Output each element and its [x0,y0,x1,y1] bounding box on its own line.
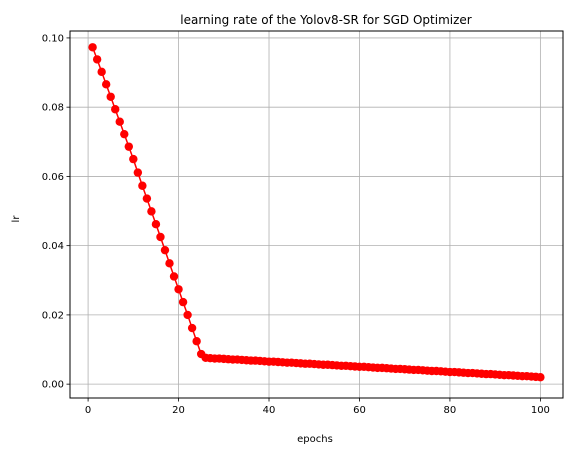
data-point [120,129,129,139]
chart-title: learning rate of the Yolov8-SR for SGD O… [180,13,472,27]
data-point [129,154,138,164]
y-tick-label: 0.06 [42,172,64,183]
x-tick-label: 0 [85,405,91,416]
data-point [138,181,147,190]
y-tick-label: 0.02 [42,310,64,321]
data-point [169,272,179,281]
ticks: 0 20 40 60 80 100 0.00 0.02 0.04 0.06 0.08 0.10 [42,33,550,416]
x-tick-label: 80 [444,405,457,416]
data-point [151,219,161,229]
data-point [183,310,192,320]
series-layer [88,43,545,382]
data-point [160,245,170,255]
data-point [101,80,111,89]
data-point [124,142,133,151]
y-axis-label: lr [11,215,22,223]
data-point [174,285,183,294]
data-point [178,297,188,307]
grid [70,31,563,398]
x-tick-label: 40 [263,405,276,416]
x-axis-label: epochs [297,434,333,445]
x-tick-label: 100 [531,405,550,416]
y-tick-label: 0.04 [42,241,64,252]
x-tick-label: 60 [353,405,366,416]
y-tick-label: 0.10 [42,33,64,44]
data-point [165,259,174,268]
data-point [88,43,97,52]
data-point [115,117,124,126]
x-tick-label: 20 [172,405,185,416]
data-point [142,194,152,203]
data-point [147,207,156,216]
data-point [97,67,106,77]
data-point [192,337,201,346]
plot-frame [69,30,564,399]
data-point [106,92,115,101]
data-point [92,55,102,64]
data-point [133,168,143,177]
data-point [536,373,545,382]
y-tick-label: 0.00 [42,380,64,391]
data-point [111,105,120,114]
y-tick-label: 0.08 [42,103,64,114]
data-point [156,232,165,242]
data-point [187,323,197,333]
